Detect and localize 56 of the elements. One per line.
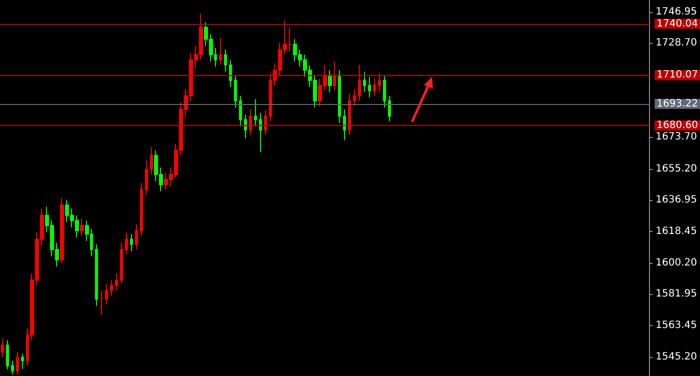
candlestick	[145, 160, 148, 196]
candlestick	[95, 244, 98, 306]
ref-line-label: 1740.04	[656, 18, 698, 30]
y-tick-label: 1655.20	[656, 163, 698, 174]
candlestick	[244, 114, 247, 139]
candlestick	[11, 360, 14, 375]
candlestick	[264, 108, 267, 136]
candlestick	[219, 37, 222, 66]
candlestick	[239, 95, 242, 127]
candlestick	[6, 340, 9, 370]
candlestick	[105, 283, 108, 305]
ref-line-label: 1693.22	[656, 98, 698, 110]
candlestick	[333, 61, 336, 92]
candlestick	[234, 74, 237, 108]
candlestick	[259, 112, 262, 153]
candlestick	[343, 108, 346, 141]
candlestick	[328, 70, 332, 93]
candlestick	[115, 272, 118, 292]
candlestick	[363, 71, 366, 93]
candlestick	[125, 232, 128, 256]
y-tick-label: 1746.95	[656, 6, 698, 18]
y-tick-label: 1581.95	[656, 288, 698, 300]
candlestick	[353, 88, 356, 106]
candlestick	[16, 352, 19, 375]
candlestick	[378, 72, 381, 93]
candlestick	[383, 74, 386, 108]
candlestick	[21, 353, 24, 370]
candlestick	[229, 59, 232, 88]
candlestick	[224, 49, 227, 72]
candlestick	[150, 146, 153, 175]
candlestick	[80, 218, 84, 236]
candlestick	[338, 70, 341, 124]
ref-line-label: 1680.60	[656, 120, 698, 131]
y-tick-label: 1563.45	[656, 320, 698, 332]
candlestick	[368, 76, 371, 98]
candlestick	[110, 280, 113, 296]
candlestick	[120, 242, 123, 284]
candlestick	[388, 95, 391, 122]
candlestick	[254, 98, 257, 127]
candlestick	[358, 64, 361, 102]
candlestick	[100, 290, 103, 315]
candlestick	[249, 108, 252, 136]
candlestick	[373, 78, 376, 96]
ref-line-label: 1710.07	[656, 70, 698, 81]
y-tick-label: 1600.20	[656, 257, 698, 268]
y-tick-label: 1673.70	[656, 132, 698, 143]
y-tick-label: 1618.45	[656, 226, 698, 238]
y-tick-label: 1728.70	[656, 38, 698, 49]
candlestick	[60, 198, 64, 264]
candlestick	[135, 223, 138, 250]
y-tick-label: 1545.20	[656, 351, 698, 362]
candlestick	[130, 234, 133, 252]
candlestick	[140, 182, 143, 236]
candlestick	[1, 338, 4, 358]
y-tick-label: 1636.95	[656, 194, 698, 206]
candlestick	[348, 94, 351, 136]
